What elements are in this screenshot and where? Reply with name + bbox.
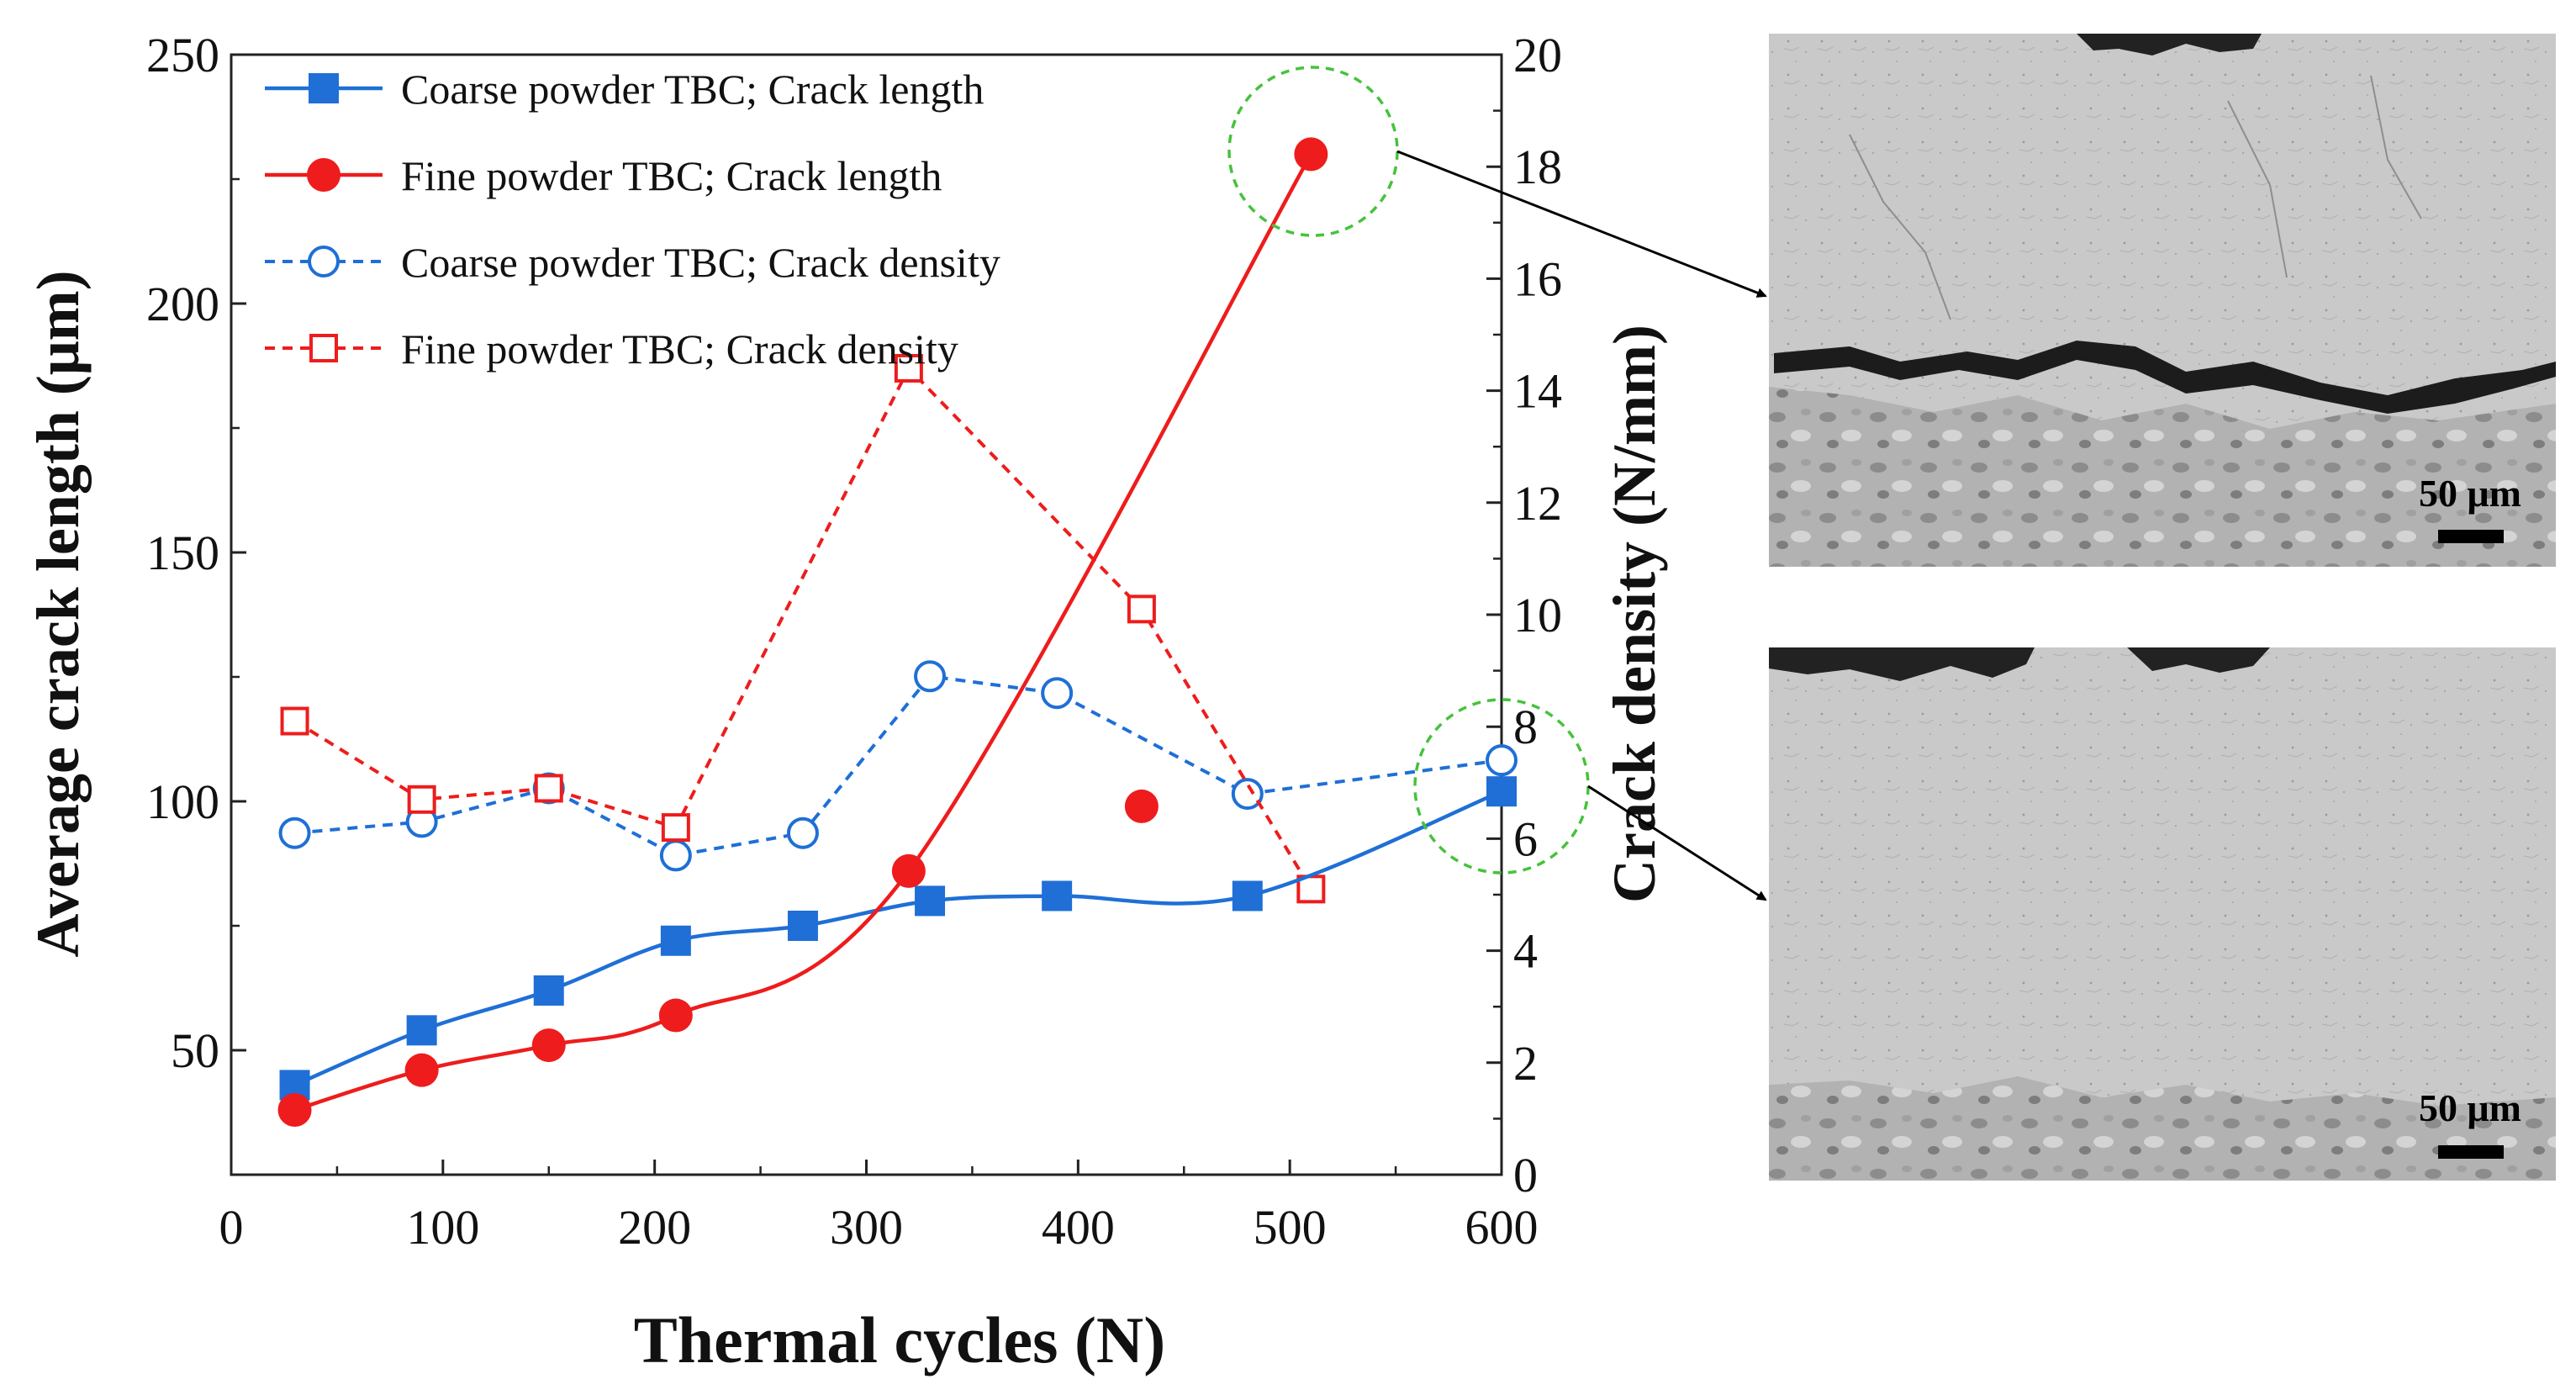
series-line — [294, 674, 1502, 858]
x-tick-label: 400 — [1042, 1200, 1115, 1255]
x-tick-label: 500 — [1254, 1200, 1327, 1255]
y-left-tick-label: 50 — [171, 1023, 219, 1078]
micrograph-top-scale-label: 50 μm — [2419, 472, 2521, 515]
legend-entry: Fine powder TBC; Crack length — [265, 152, 942, 199]
arrow-to-bottom-micrograph — [1587, 785, 1767, 901]
arrow-to-top-micrograph — [1396, 150, 1767, 298]
data-point — [531, 1028, 566, 1063]
legend-marker — [309, 73, 339, 103]
data-point — [1041, 677, 1074, 710]
line-chart: 0 100 200 300 400 500 600 50 100 150 200 250 0 2 4 6 8… — [24, 28, 1668, 1377]
data-point — [1231, 778, 1264, 811]
y-right-tick-label: 18 — [1513, 140, 1562, 194]
x-tick-label: 300 — [830, 1200, 903, 1255]
micrograph-bottom-scale-bar — [2438, 1145, 2504, 1159]
y-right-tick-label: 4 — [1513, 924, 1538, 979]
legend-entry: Coarse powder TBC; Crack length — [265, 66, 984, 113]
legend-marker — [307, 158, 340, 192]
y-right-tick-label: 12 — [1513, 476, 1562, 531]
data-point — [533, 975, 564, 1006]
y-right-tick-label: 8 — [1513, 700, 1538, 754]
y-left-tick-label: 150 — [146, 526, 219, 580]
x-tick-label: 600 — [1465, 1200, 1539, 1255]
y-right-tick-label: 2 — [1513, 1036, 1538, 1091]
micrograph-top-scale-bar — [2438, 530, 2504, 543]
x-axis: 0 100 200 300 400 500 600 — [219, 1160, 1539, 1255]
legend: Coarse powder TBC; Crack length Fine powd… — [265, 66, 1000, 373]
series-3 — [280, 353, 1326, 904]
micrograph-bottom: 50 μm — [1769, 647, 2556, 1181]
data-point — [404, 1053, 439, 1087]
y-axis-right-title: Crack density (N/mm) — [1601, 325, 1668, 903]
micrograph-top: 50 μm — [1769, 34, 2556, 567]
data-point — [277, 1093, 312, 1128]
data-point — [660, 925, 691, 956]
data-point — [278, 816, 311, 849]
legend-label: Coarse powder TBC; Crack length — [401, 66, 984, 113]
data-point — [914, 660, 947, 693]
micrograph-bottom-bondcoat — [1769, 1076, 2556, 1181]
micrograph-top-crack-branch — [1849, 75, 2422, 320]
series-line — [293, 790, 1502, 1087]
x-axis-title: Thermal cycles (N) — [634, 1303, 1165, 1377]
micrograph-top-bondcoat — [1769, 387, 2556, 567]
legend-label: Fine powder TBC; Crack density — [401, 325, 958, 373]
legend-label: Coarse powder TBC; Crack density — [401, 239, 1000, 286]
y-right-tick-label: 20 — [1513, 28, 1562, 82]
data-point — [1296, 875, 1326, 904]
y-left-tick-label: 200 — [146, 277, 219, 331]
data-point — [406, 1015, 437, 1046]
data-point — [659, 839, 692, 872]
legend-marker — [308, 246, 340, 277]
data-point — [786, 816, 819, 849]
data-point — [1127, 594, 1156, 624]
micrograph-top-edge — [2077, 34, 2262, 55]
series-2 — [278, 660, 1518, 872]
y-axis-left: 50 100 150 200 250 — [146, 28, 246, 1176]
data-point — [534, 774, 563, 803]
data-point — [1124, 789, 1159, 823]
legend-entry: Fine powder TBC; Crack density — [265, 325, 958, 373]
data-point — [1486, 744, 1518, 777]
y-axis-right: 0 2 4 6 8 10 12 14 16 18 20 — [1486, 28, 1562, 1202]
series-line — [293, 365, 1313, 890]
data-point — [891, 853, 926, 888]
data-point — [894, 353, 923, 383]
y-axis-left-title: Average crack length (μm) — [24, 270, 92, 957]
y-right-tick-label: 0 — [1513, 1148, 1538, 1202]
legend-marker — [309, 334, 338, 362]
plot-frame — [230, 53, 1503, 1176]
x-tick-label: 100 — [406, 1200, 479, 1255]
data-point — [407, 785, 436, 814]
micrograph-top-crack — [1774, 341, 2556, 414]
micrograph-bottom-edge-2 — [2127, 647, 2270, 673]
micrograph-bottom-scale-label: 50 μm — [2419, 1086, 2521, 1129]
series-0 — [279, 776, 1517, 1101]
micrograph-bottom-edge — [1769, 647, 2035, 681]
y-left-tick-label: 250 — [146, 28, 219, 82]
y-right-tick-label: 14 — [1513, 364, 1562, 419]
data-point — [1232, 880, 1263, 912]
data-point — [661, 813, 690, 843]
x-tick-label: 0 — [219, 1200, 244, 1255]
data-point — [1486, 776, 1517, 807]
x-tick-label: 200 — [618, 1200, 691, 1255]
y-right-tick-label: 6 — [1513, 811, 1538, 866]
legend-label: Fine powder TBC; Crack length — [401, 152, 942, 199]
data-point — [658, 998, 693, 1033]
y-left-tick-label: 100 — [146, 774, 219, 829]
data-point — [280, 706, 309, 736]
y-right-tick-label: 10 — [1513, 588, 1562, 642]
data-point — [915, 885, 946, 917]
data-point — [1042, 880, 1073, 912]
series-line — [293, 153, 1313, 1112]
series-layer — [277, 137, 1518, 1128]
data-point — [787, 911, 818, 941]
data-point — [1294, 137, 1328, 172]
y-right-tick-label: 16 — [1513, 251, 1562, 306]
legend-entry: Coarse powder TBC; Crack density — [265, 239, 1000, 286]
series-1 — [277, 137, 1328, 1128]
